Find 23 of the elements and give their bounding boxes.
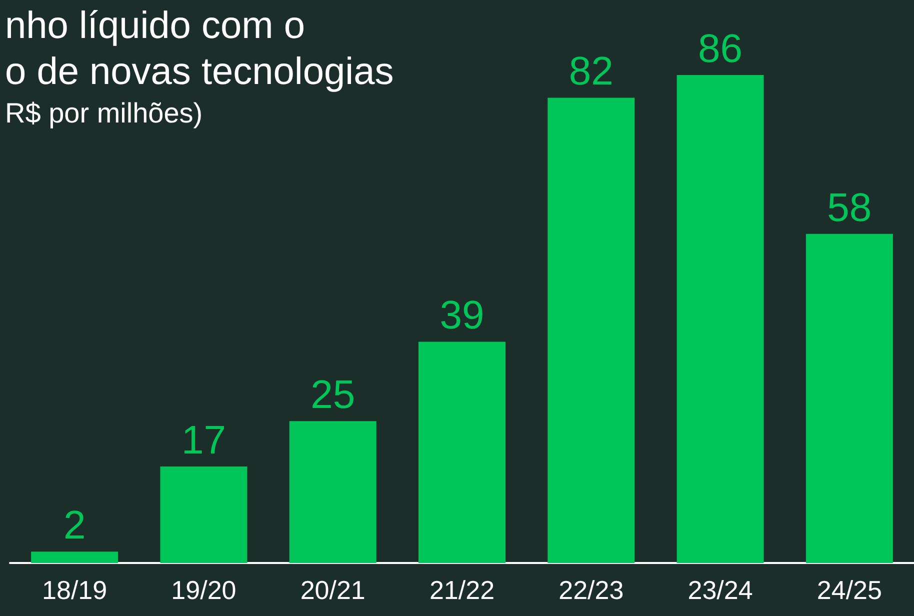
x-tick-label: 18/19 xyxy=(42,575,108,605)
chart-title: nho líquido com o o de novas tecnologias xyxy=(5,5,394,93)
bar xyxy=(289,421,376,563)
bar xyxy=(160,466,248,563)
x-tick-label: 22/23 xyxy=(558,575,624,605)
data-label: 2 xyxy=(63,504,86,548)
bar xyxy=(806,234,893,563)
x-tick-label: 23/24 xyxy=(688,575,753,605)
data-label: 25 xyxy=(310,373,356,418)
x-tick-label: 20/21 xyxy=(300,575,366,605)
bar xyxy=(676,75,764,563)
bar xyxy=(548,98,635,563)
data-label: 17 xyxy=(181,418,226,463)
data-label: 86 xyxy=(698,27,743,71)
data-label: 82 xyxy=(568,50,614,94)
x-tick-label: 24/25 xyxy=(816,575,882,605)
data-label: 58 xyxy=(827,186,872,230)
text: R$ por milhões) xyxy=(5,98,203,128)
x-tick-label: 19/20 xyxy=(171,575,236,605)
bar xyxy=(31,552,118,563)
bar xyxy=(418,342,506,563)
x-tick-label: 21/22 xyxy=(429,575,495,605)
data-label: 39 xyxy=(440,294,484,338)
